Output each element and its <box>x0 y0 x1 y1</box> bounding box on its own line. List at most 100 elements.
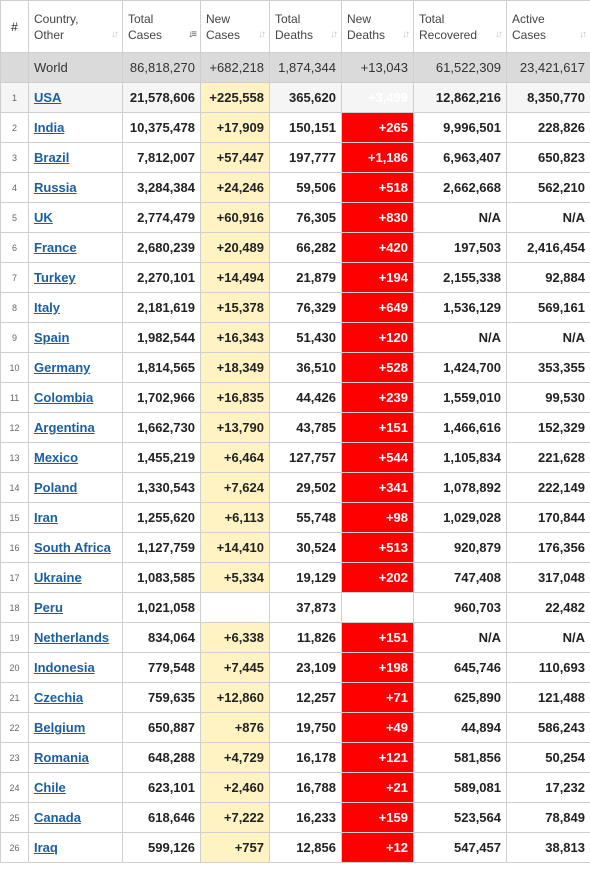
country-link[interactable]: Spain <box>34 330 70 345</box>
new-deaths-cell: +12 <box>341 832 414 863</box>
header-total-deaths-label: Total Deaths <box>275 11 314 42</box>
active-cases-cell: 121,488 <box>506 682 590 713</box>
country-link[interactable]: Peru <box>34 600 63 615</box>
total-cases-cell: 1,330,543 <box>122 472 201 503</box>
country-cell: Canada <box>28 802 123 833</box>
row-index: 3 <box>0 142 29 173</box>
row-index: 4 <box>0 172 29 203</box>
new-deaths-cell: +3,499 <box>341 82 414 113</box>
row-index: 20 <box>0 652 29 683</box>
country-link[interactable]: Poland <box>34 480 78 495</box>
country-cell: USA <box>28 82 123 113</box>
header-new-cases[interactable]: New Cases ↓↑ <box>200 0 270 53</box>
row-index: 12 <box>0 412 29 443</box>
country-cell: Indonesia <box>28 652 123 683</box>
table-row: 22 Belgium 650,887 +876 19,750 +49 44,894 586,2… <box>0 712 590 743</box>
total-deaths-cell: 43,785 <box>269 412 342 443</box>
table-row: 2 India 10,375,478 +17,909 150,151 +265 9,996,… <box>0 112 590 143</box>
country-cell: Poland <box>28 472 123 503</box>
country-link[interactable]: Belgium <box>34 720 86 735</box>
header-country[interactable]: Country, Other ↓↑ <box>28 0 123 53</box>
new-deaths-cell: +518 <box>341 172 414 203</box>
world-total-recovered: 61,522,309 <box>413 52 507 83</box>
country-link[interactable]: Ukraine <box>34 570 82 585</box>
new-deaths-cell: +98 <box>341 502 414 533</box>
country-cell: Italy <box>28 292 123 323</box>
table-row: 3 Brazil 7,812,007 +57,447 197,777 +1,186 6,96… <box>0 142 590 173</box>
country-cell: Chile <box>28 772 123 803</box>
country-link[interactable]: UK <box>34 210 53 225</box>
country-cell: Ukraine <box>28 562 123 593</box>
country-link[interactable]: Russia <box>34 180 77 195</box>
active-cases-cell: 650,823 <box>506 142 590 173</box>
country-link[interactable]: Italy <box>34 300 61 315</box>
total-cases-cell: 1,814,565 <box>122 352 201 383</box>
row-index: 5 <box>0 202 29 233</box>
total-cases-cell: 2,181,619 <box>122 292 201 323</box>
country-link[interactable]: Mexico <box>34 450 79 465</box>
country-link[interactable]: USA <box>34 90 62 105</box>
header-total-deaths[interactable]: Total Deaths ↓↑ <box>269 0 342 53</box>
country-link[interactable]: Iran <box>34 510 58 525</box>
table-row: 15 Iran 1,255,620 +6,113 55,748 +98 1,029,028 1… <box>0 502 590 533</box>
active-cases-cell: 176,356 <box>506 532 590 563</box>
country-link[interactable]: France <box>34 240 77 255</box>
table-row: 6 France 2,680,239 +20,489 66,282 +420 197,503… <box>0 232 590 263</box>
new-cases-cell: +2,460 <box>200 772 270 803</box>
country-link[interactable]: Netherlands <box>34 630 110 645</box>
total-recovered-cell: 1,105,834 <box>413 442 507 473</box>
row-index: 9 <box>0 322 29 353</box>
country-cell: Netherlands <box>28 622 123 653</box>
total-deaths-cell: 16,233 <box>269 802 342 833</box>
table-row: 14 Poland 1,330,543 +7,624 29,502 +341 1,078,8… <box>0 472 590 503</box>
header-num-label: # <box>11 19 18 34</box>
total-deaths-cell: 23,109 <box>269 652 342 683</box>
country-link[interactable]: South Africa <box>34 540 111 555</box>
table-row: 12 Argentina 1,662,730 +13,790 43,785 +151 1,4… <box>0 412 590 443</box>
total-recovered-cell: 6,963,407 <box>413 142 507 173</box>
total-cases-cell: 779,548 <box>122 652 201 683</box>
header-total-recovered[interactable]: Total Recovered ↓↑ <box>413 0 507 53</box>
country-link[interactable]: Canada <box>34 810 81 825</box>
active-cases-cell: 586,243 <box>506 712 590 743</box>
country-link[interactable]: India <box>34 120 65 135</box>
header-country-label: Country, Other <box>34 11 79 42</box>
row-index: 8 <box>0 292 29 323</box>
header-new-deaths-label: New Deaths <box>347 11 386 42</box>
header-total-cases[interactable]: Total Cases ↓≡ <box>122 0 201 53</box>
country-link[interactable]: Indonesia <box>34 660 95 675</box>
country-cell: Colombia <box>28 382 123 413</box>
total-recovered-cell: 9,996,501 <box>413 112 507 143</box>
sort-icon: ↓↑ <box>495 29 503 40</box>
country-link[interactable]: Chile <box>34 780 66 795</box>
row-index: 2 <box>0 112 29 143</box>
new-deaths-cell <box>341 592 414 623</box>
header-active-cases[interactable]: Active Cases ↓↑ <box>506 0 590 53</box>
country-cell: UK <box>28 202 123 233</box>
total-recovered-cell: 1,424,700 <box>413 352 507 383</box>
country-link[interactable]: Turkey <box>34 270 76 285</box>
total-cases-cell: 2,270,101 <box>122 262 201 293</box>
header-new-deaths[interactable]: New Deaths ↓↑ <box>341 0 414 53</box>
country-link[interactable]: Germany <box>34 360 91 375</box>
active-cases-cell: 222,149 <box>506 472 590 503</box>
active-cases-cell: 2,416,454 <box>506 232 590 263</box>
country-link[interactable]: Czechia <box>34 690 84 705</box>
active-cases-cell: 317,048 <box>506 562 590 593</box>
new-deaths-cell: +649 <box>341 292 414 323</box>
total-deaths-cell: 76,329 <box>269 292 342 323</box>
total-recovered-cell: 1,466,616 <box>413 412 507 443</box>
world-new-deaths: +13,043 <box>341 52 414 83</box>
total-cases-cell: 648,288 <box>122 742 201 773</box>
country-link[interactable]: Romania <box>34 750 89 765</box>
header-num[interactable]: # <box>0 0 29 53</box>
active-cases-cell: 22,482 <box>506 592 590 623</box>
total-recovered-cell: 960,703 <box>413 592 507 623</box>
row-index: 25 <box>0 802 29 833</box>
country-link[interactable]: Colombia <box>34 390 94 405</box>
sort-icon: ↓↑ <box>330 29 338 40</box>
country-link[interactable]: Iraq <box>34 840 58 855</box>
country-link[interactable]: Brazil <box>34 150 70 165</box>
country-link[interactable]: Argentina <box>34 420 95 435</box>
new-deaths-cell: +159 <box>341 802 414 833</box>
